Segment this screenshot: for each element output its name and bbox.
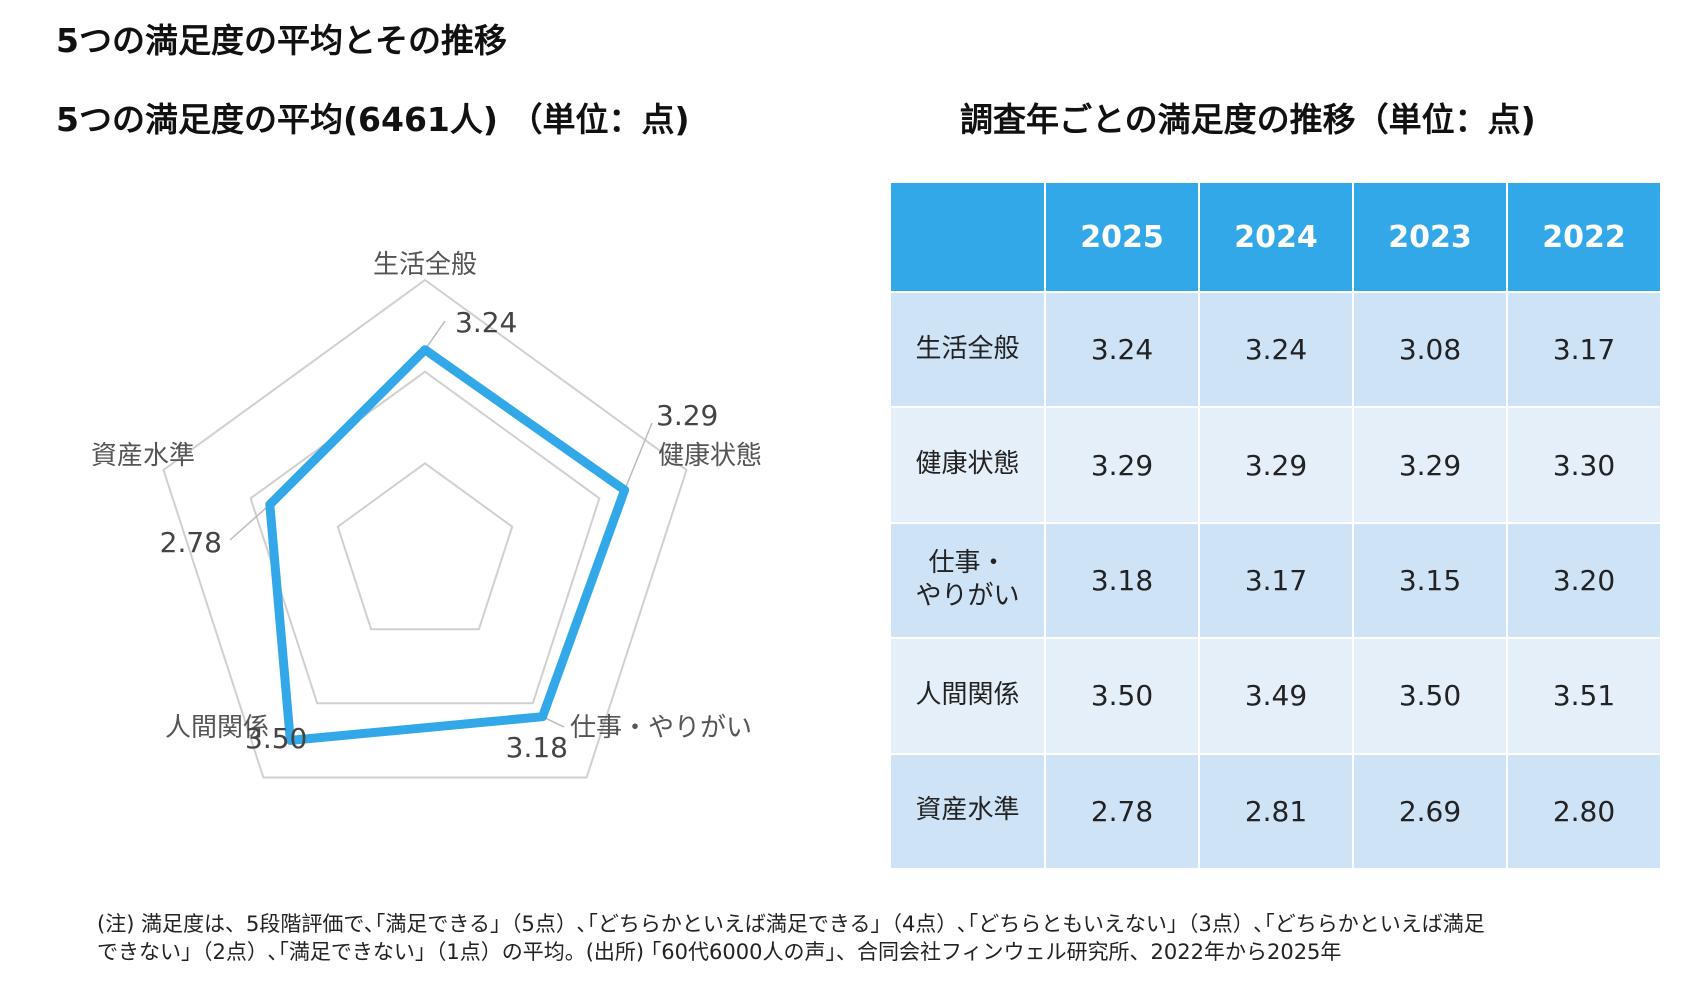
radar-leader-line (229, 504, 271, 541)
table-header-cell (889, 181, 1046, 293)
table-cell: 2.78 (1044, 752, 1200, 871)
table-row-label: 生活全般 (889, 290, 1046, 409)
radar-grid-ring (249, 370, 601, 705)
table-row: 生活全般 3.24 3.24 3.08 3.17 (889, 290, 1662, 409)
radar-data-label: 3.18 (506, 731, 568, 764)
radar-title: 5つの満足度の平均(6461人) （単位：点) (56, 100, 690, 139)
table-row-label: 資産水準 (889, 752, 1046, 871)
table-cell: 3.24 (1044, 290, 1200, 409)
table-row: 健康状態 3.29 3.29 3.29 3.30 (889, 406, 1662, 524)
row-label-line: 人間関係 (915, 679, 1020, 710)
table-cell: 3.24 (1198, 290, 1354, 409)
footnote: (注) 満足度は、5段階評価で､｢満足できる｣（5点）､｢どちらかといえば満足で… (97, 910, 1657, 966)
table-cell: 3.51 (1506, 637, 1662, 755)
table-header-cell: 2025 (1044, 181, 1200, 293)
table-cell: 3.17 (1198, 521, 1354, 640)
trend-table: 2025 2024 2023 2022 生活全般 3.24 3.24 3.08 … (889, 181, 1662, 871)
radar-category-label: 人間関係 (165, 713, 269, 743)
table-cell: 3.17 (1506, 290, 1662, 409)
table-cell: 3.15 (1352, 521, 1508, 640)
table-cell: 3.08 (1352, 290, 1508, 409)
table-row-label: 健康状態 (889, 406, 1046, 524)
radar-grid-ring (336, 462, 514, 631)
page-title: 5つの満足度の平均とその推移 (56, 21, 507, 60)
table-cell: 2.69 (1352, 752, 1508, 871)
row-label-line: 仕事・ (928, 547, 1007, 578)
table-header-row: 2025 2024 2023 2022 (889, 181, 1662, 293)
table-cell: 3.29 (1198, 406, 1354, 524)
radar-category-label: 仕事・やりがい (570, 713, 752, 743)
radar-grid-ring (162, 278, 688, 779)
radar-category-label: 健康状態 (658, 441, 762, 471)
radar-category-label: 資産水準 (91, 441, 195, 471)
radar-series (265, 345, 630, 745)
table-row-label: 人間関係 (889, 637, 1046, 755)
table-cell: 3.20 (1506, 521, 1662, 640)
table-cell: 2.80 (1506, 752, 1662, 871)
radar-leader-line (424, 320, 446, 351)
radar-leader-lines (229, 320, 653, 728)
table-cell: 3.49 (1198, 637, 1354, 755)
radar-data-label: 2.78 (160, 526, 222, 559)
radar-grid (162, 278, 688, 779)
table-cell: 3.29 (1352, 406, 1508, 524)
table-row: 人間関係 3.50 3.49 3.50 3.51 (889, 637, 1662, 755)
table-header-cell: 2024 (1198, 181, 1354, 293)
table-row: 仕事・ やりがい 3.18 3.17 3.15 3.20 (889, 521, 1662, 640)
row-label-line: やりがい (915, 581, 1020, 612)
radar-category-label: 生活全般 (373, 250, 477, 280)
table-cell: 3.50 (1044, 637, 1200, 755)
table-cell: 3.18 (1044, 521, 1200, 640)
radar-data-label: 3.24 (455, 306, 517, 339)
table-cell: 3.30 (1506, 406, 1662, 524)
footnote-line: できない｣（2点）､｢満足できない｣（1点）の平均。(出所) ｢60代6000人… (97, 940, 1342, 964)
radar-leader-line (623, 422, 653, 491)
row-label-line: 資産水準 (915, 795, 1020, 826)
row-label-line: 健康状態 (915, 449, 1020, 480)
radar-data-label: 3.50 (245, 722, 307, 755)
table-row-label: 仕事・ やりがい (889, 521, 1046, 640)
table-cell: 3.29 (1044, 406, 1200, 524)
table-row: 資産水準 2.78 2.81 2.69 2.80 (889, 752, 1662, 871)
table-cell: 2.81 (1198, 752, 1354, 871)
radar-series-line (265, 345, 630, 745)
table-cell: 3.50 (1352, 637, 1508, 755)
row-label-line: 生活全般 (915, 333, 1020, 364)
footnote-line: (注) 満足度は、5段階評価で､｢満足できる｣（5点）､｢どちらかといえば満足で… (97, 912, 1485, 936)
table-header-cell: 2022 (1506, 181, 1662, 293)
table-header-cell: 2023 (1352, 181, 1508, 293)
radar-data-label: 3.29 (656, 399, 718, 432)
table-title: 調査年ごとの満足度の推移（単位：点) (960, 100, 1536, 139)
